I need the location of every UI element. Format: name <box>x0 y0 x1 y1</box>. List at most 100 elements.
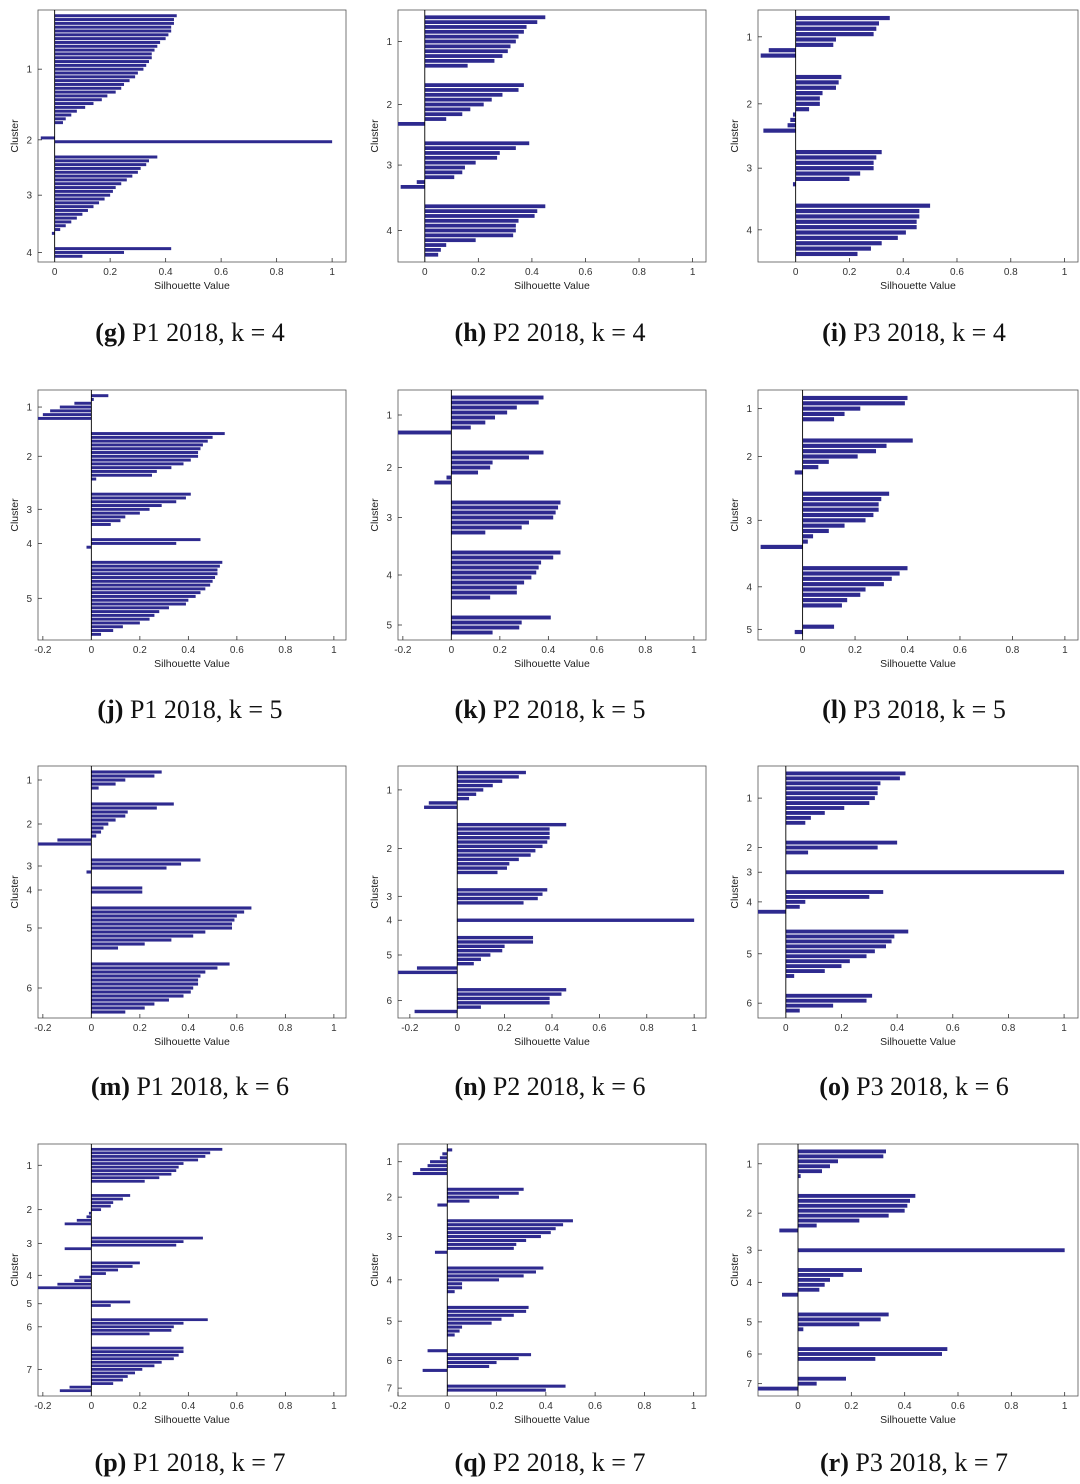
silhouette-bar <box>91 886 143 890</box>
silhouette-bar <box>54 250 125 254</box>
cluster-tick-label: 1 <box>746 32 752 43</box>
silhouette-bar <box>451 530 486 535</box>
silhouette-bar <box>91 1364 155 1368</box>
silhouette-bar <box>57 838 92 842</box>
caption-i: (i) P3 2018, k = 4 <box>822 318 1006 347</box>
caption-j: (j) P1 2018, k = 5 <box>97 695 283 724</box>
silhouette-bar <box>86 545 92 549</box>
silhouette-bar <box>447 1223 564 1227</box>
x-tick-label: 0.4 <box>539 1401 553 1412</box>
silhouette-bar <box>457 779 503 783</box>
silhouette-bar <box>91 806 157 810</box>
y-axis-label: Cluster <box>9 119 21 153</box>
x-tick-label: 0.8 <box>270 267 284 278</box>
x-tick-label: 0.6 <box>579 267 593 278</box>
silhouette-bar <box>792 112 796 117</box>
silhouette-bar <box>54 197 105 201</box>
silhouette-bar <box>795 160 874 165</box>
cluster-tick-label: 4 <box>746 582 752 593</box>
x-tick-label: -0.2 <box>34 1401 52 1412</box>
silhouette-bar <box>91 978 199 982</box>
silhouette-bar <box>91 942 145 946</box>
silhouette-bar <box>91 435 213 439</box>
silhouette-bar <box>424 92 503 97</box>
cluster-tick-label: 5 <box>386 1317 392 1328</box>
caption-letter: j <box>106 695 115 724</box>
x-tick-label: 1 <box>1062 267 1068 278</box>
silhouette-chart: 1 2 3 4 5 6 7 -0.2 0 0.2 0.4 0.6 0.8 1 Silhouette Valu… <box>369 1143 707 1426</box>
silhouette-bar <box>798 1327 804 1332</box>
cluster-tick-label: 1 <box>26 1161 32 1172</box>
caption-letter: i <box>830 318 839 347</box>
silhouette-bar <box>54 208 88 212</box>
silhouette-bar <box>457 1001 550 1005</box>
silhouette-bar <box>447 1333 455 1337</box>
caption-letter: n <box>463 1072 478 1101</box>
silhouette-bar <box>795 171 861 176</box>
x-axis-label: Silhouette Value <box>514 1414 590 1426</box>
silhouette-bar <box>447 1246 514 1250</box>
silhouette-bar <box>785 796 875 801</box>
silhouette-bar <box>790 117 796 123</box>
silhouette-bar <box>798 1213 889 1218</box>
silhouette-bar <box>91 504 162 508</box>
x-tick-label: 0.6 <box>214 267 228 278</box>
silhouette-bar <box>451 420 486 425</box>
silhouette-bar <box>457 827 550 831</box>
x-tick-label: 0.2 <box>842 267 856 278</box>
x-tick-label: 0.4 <box>901 645 915 656</box>
silhouette-bar <box>91 862 182 866</box>
cluster-tick-label: 5 <box>26 594 32 605</box>
silhouette-bar <box>91 568 218 572</box>
silhouette-bar <box>457 953 491 957</box>
x-tick-label: 0 <box>89 1023 95 1034</box>
silhouette-bar <box>785 929 909 934</box>
silhouette-chart: 1 2 3 4 0 0.2 0.4 0.6 0.8 1 Silhouette Value Cluste… <box>9 9 347 292</box>
silhouette-bar <box>54 25 172 29</box>
x-axis-label: Silhouette Value <box>880 1414 956 1426</box>
silhouette-bar <box>91 1201 114 1204</box>
silhouette-bar <box>424 88 519 92</box>
silhouette-bar <box>54 29 172 33</box>
silhouette-bar <box>54 205 94 209</box>
silhouette-bar <box>91 1318 208 1322</box>
silhouette-bar <box>802 406 861 411</box>
silhouette-bar <box>457 1005 481 1009</box>
y-axis-label: Cluster <box>369 498 381 532</box>
cluster-tick-label: 7 <box>26 1365 32 1376</box>
cluster-tick-label: 6 <box>386 1356 392 1367</box>
silhouette-bar <box>795 101 820 106</box>
silhouette-bar <box>802 417 835 422</box>
x-tick-label: 0.4 <box>181 1023 195 1034</box>
silhouette-bar <box>91 1158 199 1162</box>
x-tick-label: 0.8 <box>278 645 292 656</box>
silhouette-bar <box>424 252 439 257</box>
x-tick-label: -0.2 <box>34 1023 52 1034</box>
silhouette-chart: 1 2 3 4 0 0.2 0.4 0.6 0.8 1 Silhouette Value Cluste… <box>729 9 1079 292</box>
silhouette-bar <box>457 862 510 866</box>
silhouette-bar <box>795 251 858 257</box>
x-tick-label: 0.6 <box>588 1401 602 1412</box>
silhouette-bar <box>400 184 425 189</box>
silhouette-bar <box>91 621 140 625</box>
cluster-tick-label: 3 <box>746 1246 752 1257</box>
cluster-tick-label: 3 <box>746 164 752 175</box>
silhouette-chart: 1 2 3 4 5 6 -0.2 0 0.2 0.4 0.6 0.8 1 Silhouette Value… <box>9 765 347 1048</box>
silhouette-bar <box>91 469 157 473</box>
silhouette-bar <box>795 246 871 251</box>
x-tick-label: 0.2 <box>133 1023 147 1034</box>
silhouette-bar <box>457 888 548 892</box>
silhouette-chart: 1 2 3 4 5 6 7 0 0.2 0.4 0.6 0.8 1 Silhouette Value Clu… <box>729 1143 1079 1426</box>
y-axis-label: Cluster <box>729 498 741 532</box>
silhouette-bar <box>64 1222 92 1226</box>
silhouette-bar <box>424 15 546 20</box>
silhouette-bar <box>54 21 174 25</box>
silhouette-bar <box>91 1350 184 1354</box>
silhouette-bar <box>91 770 162 774</box>
silhouette-bar <box>54 182 122 186</box>
silhouette-bar <box>802 518 866 523</box>
silhouette-bar <box>91 492 191 496</box>
x-tick-label: 0.2 <box>835 1023 849 1034</box>
silhouette-bar <box>424 117 447 121</box>
x-tick-label: 0.8 <box>1004 267 1018 278</box>
